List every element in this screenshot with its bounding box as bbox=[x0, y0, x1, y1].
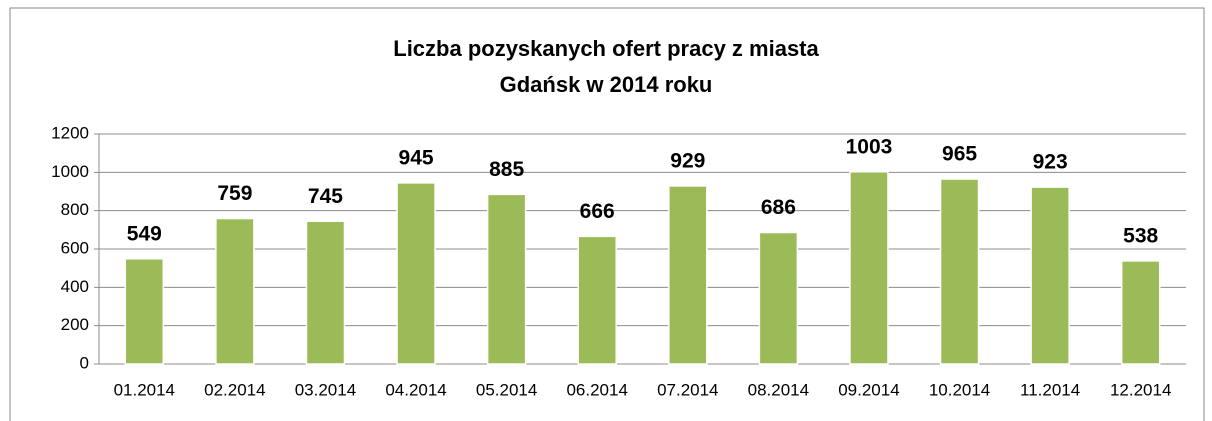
bar bbox=[758, 231, 799, 365]
bar bbox=[305, 220, 346, 365]
y-tick-label: 600 bbox=[61, 238, 89, 257]
x-tick-label: 07.2014 bbox=[657, 380, 718, 399]
y-tick-label: 1000 bbox=[51, 162, 89, 181]
x-tick-label: 09.2014 bbox=[838, 380, 899, 399]
chart-title: Liczba pozyskanych ofert pracy z miasta bbox=[393, 36, 819, 61]
value-label: 965 bbox=[942, 143, 977, 166]
x-tick-label: 03.2014 bbox=[295, 380, 356, 399]
bar bbox=[396, 182, 436, 365]
bar bbox=[1030, 186, 1070, 365]
value-label: 1003 bbox=[846, 135, 893, 158]
value-label: 666 bbox=[580, 200, 615, 223]
bar bbox=[215, 217, 255, 365]
y-tick-label: 1200 bbox=[51, 123, 89, 142]
x-tick-label: 10.2014 bbox=[929, 380, 990, 399]
value-label: 745 bbox=[308, 185, 343, 208]
x-tick-label: 02.2014 bbox=[204, 380, 265, 399]
value-label: 549 bbox=[127, 222, 162, 245]
y-tick-label: 400 bbox=[61, 277, 89, 296]
x-tick-label: 08.2014 bbox=[748, 380, 809, 399]
chart-title: Gdańsk w 2014 roku bbox=[500, 72, 713, 97]
y-tick-label: 800 bbox=[61, 200, 89, 219]
y-tick-label: 0 bbox=[80, 353, 89, 372]
x-tick-label: 06.2014 bbox=[566, 380, 627, 399]
value-label: 885 bbox=[489, 158, 524, 181]
bar bbox=[668, 185, 708, 365]
bar bbox=[1120, 260, 1161, 365]
x-tick-label: 04.2014 bbox=[385, 380, 446, 399]
bar bbox=[849, 171, 889, 365]
value-label: 929 bbox=[670, 149, 705, 172]
bar bbox=[577, 235, 617, 365]
x-tick-label: 01.2014 bbox=[114, 380, 175, 399]
value-label: 538 bbox=[1123, 224, 1158, 247]
bar bbox=[486, 193, 527, 365]
value-label: 923 bbox=[1033, 151, 1068, 174]
x-tick-label: 11.2014 bbox=[1020, 380, 1080, 399]
y-tick-label: 200 bbox=[61, 315, 89, 334]
bar bbox=[124, 258, 165, 365]
bar bbox=[939, 178, 980, 365]
value-label: 945 bbox=[399, 146, 434, 169]
value-label: 686 bbox=[761, 196, 796, 219]
x-tick-label: 05.2014 bbox=[476, 380, 537, 399]
value-label: 759 bbox=[217, 182, 252, 205]
x-tick-label: 12.2014 bbox=[1110, 380, 1171, 399]
